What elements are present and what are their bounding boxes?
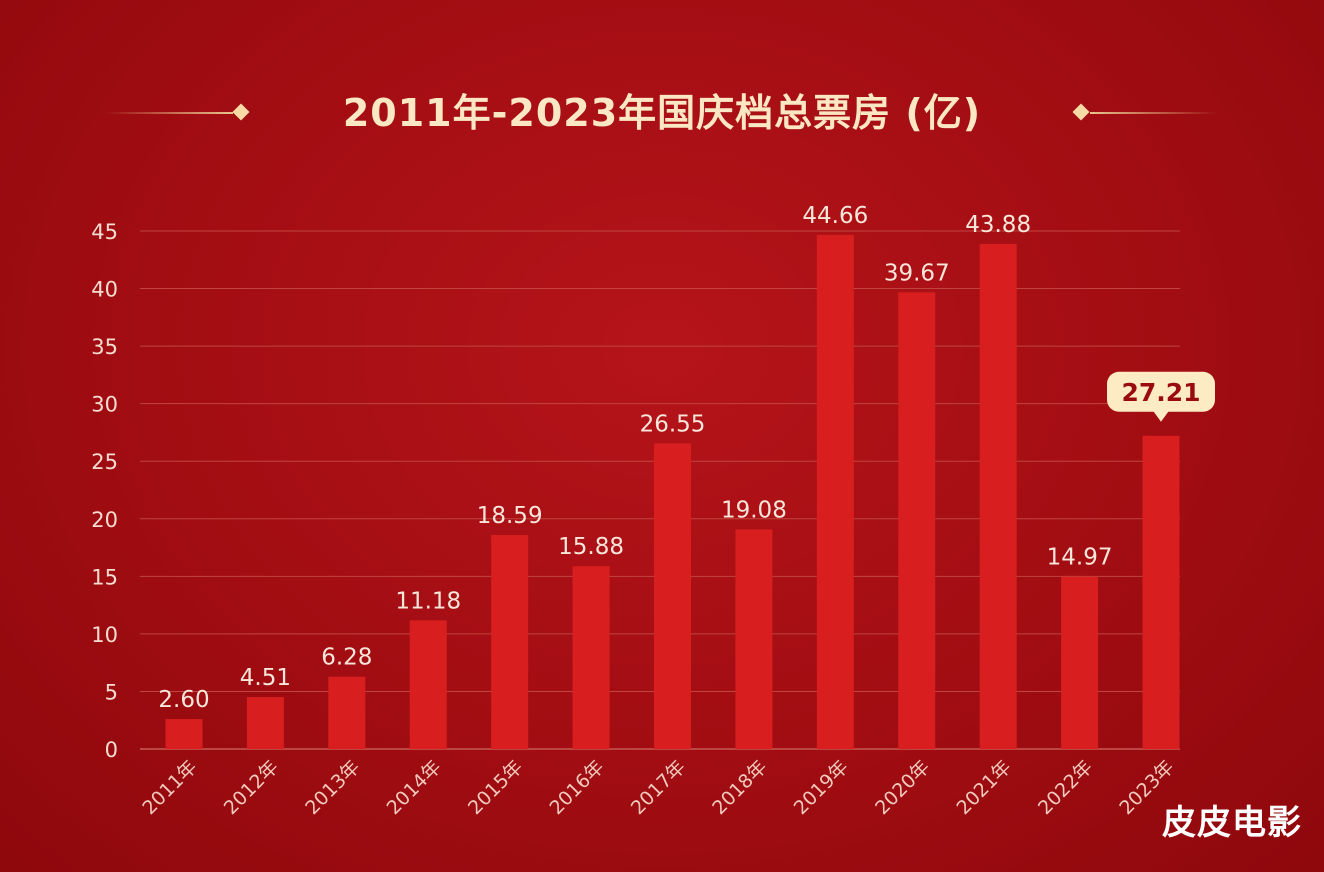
x-tick-label: 2015年 bbox=[464, 756, 527, 819]
bar bbox=[816, 234, 854, 750]
y-tick-label: 5 bbox=[105, 680, 118, 704]
bar-value-label: 43.88 bbox=[965, 212, 1031, 238]
bar-value-label: 15.88 bbox=[558, 534, 624, 560]
title-decoration-line-left bbox=[105, 112, 233, 114]
highlight-callout: 27.21 bbox=[1107, 371, 1215, 422]
bar-value-label: 27.21 bbox=[1121, 378, 1200, 407]
y-tick-label: 10 bbox=[91, 623, 118, 647]
x-tick-label: 2012年 bbox=[220, 756, 283, 819]
bar-value-label: 6.28 bbox=[321, 645, 372, 671]
bar-value-label: 4.51 bbox=[240, 665, 291, 691]
bar bbox=[898, 292, 936, 749]
bar-value-label: 14.97 bbox=[1047, 545, 1113, 571]
bar-value-label: 11.18 bbox=[395, 588, 461, 614]
y-tick-label: 20 bbox=[91, 508, 118, 532]
bars bbox=[165, 234, 1180, 750]
y-axis-ticks: 0 5 10 15 20 25 30 35 40 45 bbox=[91, 220, 118, 762]
x-tick-label: 2022年 bbox=[1034, 756, 1097, 819]
x-tick-label: 2013年 bbox=[301, 756, 364, 819]
x-tick-label: 2017年 bbox=[627, 756, 690, 819]
bar-value-label: 26.55 bbox=[640, 411, 706, 437]
y-tick-label: 15 bbox=[91, 565, 118, 589]
bar-value-label: 2.60 bbox=[158, 687, 209, 713]
y-tick-label: 35 bbox=[91, 335, 118, 359]
bar bbox=[165, 719, 203, 749]
bar bbox=[735, 529, 773, 749]
bar bbox=[572, 566, 610, 749]
bar bbox=[328, 676, 366, 749]
bar-value-label: 18.59 bbox=[477, 503, 543, 529]
y-tick-label: 25 bbox=[91, 450, 118, 474]
bar bbox=[491, 535, 529, 749]
y-tick-label: 30 bbox=[91, 393, 118, 417]
x-tick-label: 2011年 bbox=[138, 756, 201, 819]
x-tick-label: 2016年 bbox=[545, 756, 608, 819]
x-tick-label: 2019年 bbox=[790, 756, 853, 819]
callout-box bbox=[1107, 371, 1215, 412]
title-area: 2011年-2023年国庆档总票房 (亿) bbox=[0, 78, 1324, 148]
x-tick-label: 2018年 bbox=[708, 756, 771, 819]
chart-title: 2011年-2023年国庆档总票房 (亿) bbox=[342, 91, 982, 135]
value-labels: 2.60 4.51 6.28 11.18 18.59 15.88 26.55 19.08 44.… bbox=[158, 203, 1215, 713]
bar bbox=[409, 620, 447, 749]
bar bbox=[979, 243, 1017, 749]
watermark-text: 皮皮电影 bbox=[1162, 803, 1302, 843]
y-tick-label: 40 bbox=[91, 278, 118, 302]
x-axis-ticks: 2011年 2012年 2013年 2014年 2015年 2016年 2017年 2018年… bbox=[138, 756, 1178, 819]
x-tick-label: 2014年 bbox=[383, 756, 446, 819]
x-tick-label: 2020年 bbox=[871, 756, 934, 819]
bar bbox=[654, 443, 691, 749]
x-tick-label: 2021年 bbox=[953, 756, 1016, 819]
bar bbox=[1061, 576, 1099, 749]
callout-pointer bbox=[1153, 410, 1169, 422]
bar-value-label: 39.67 bbox=[884, 260, 950, 286]
bar-value-label: 19.08 bbox=[721, 497, 787, 523]
bar-value-label: 44.66 bbox=[802, 203, 868, 229]
y-tick-label: 0 bbox=[105, 738, 118, 762]
title-decoration-line-right bbox=[1090, 112, 1218, 114]
y-tick-label: 45 bbox=[91, 220, 118, 244]
bar bbox=[1142, 435, 1180, 749]
bar bbox=[246, 697, 284, 749]
